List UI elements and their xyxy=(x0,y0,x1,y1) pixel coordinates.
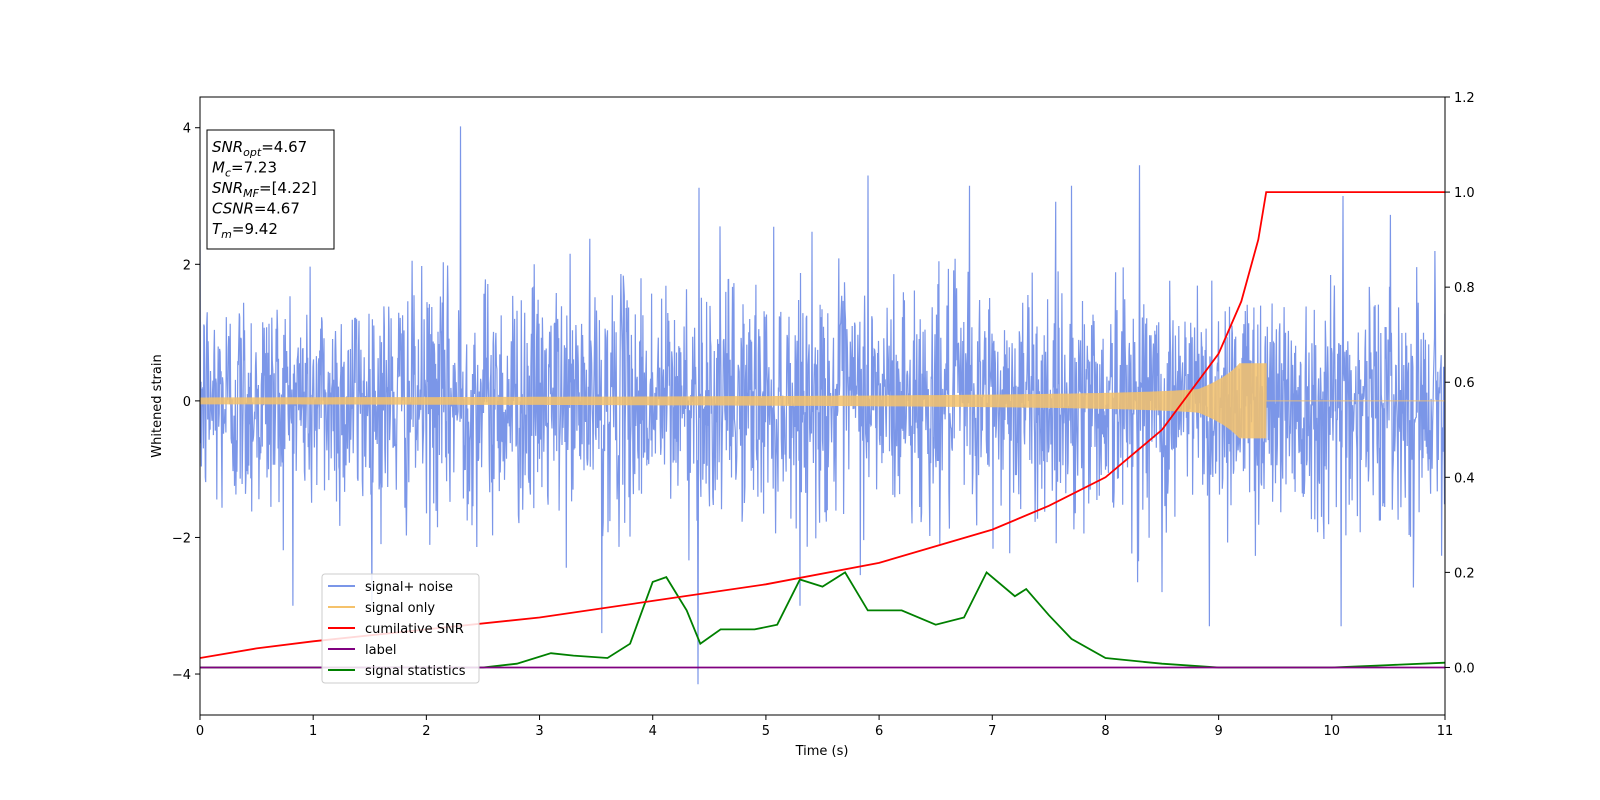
legend-label: signal statistics xyxy=(365,664,466,679)
legend-item: cumilative SNR xyxy=(328,622,464,637)
x-tick-label: 5 xyxy=(762,724,770,739)
y2-tick-label: 0.2 xyxy=(1454,566,1475,581)
x-tick-label: 6 xyxy=(875,724,883,739)
legend-label: cumilative SNR xyxy=(365,622,464,637)
legend-label: signal only xyxy=(365,601,435,616)
y2-tick-label: 1.0 xyxy=(1454,186,1475,201)
legend-item: signal only xyxy=(328,601,435,616)
x-tick-label: 8 xyxy=(1101,724,1109,739)
y-tick-label: 0 xyxy=(183,395,191,410)
y2-tick-label: 0.6 xyxy=(1454,376,1475,391)
x-tick-label: 2 xyxy=(422,724,430,739)
y-axis-label: Whitened strain xyxy=(150,354,165,457)
legend-item: label xyxy=(328,643,396,658)
annotation-line: SNRMF=[4.22] xyxy=(212,179,317,200)
legend-label: signal+ noise xyxy=(365,580,453,595)
x-tick-label: 10 xyxy=(1324,724,1341,739)
x-tick-label: 9 xyxy=(1214,724,1222,739)
x-tick-label: 11 xyxy=(1437,724,1454,739)
legend-item: signal+ noise xyxy=(328,580,453,595)
y2-tick-label: 0.0 xyxy=(1454,661,1475,676)
x-tick-label: 0 xyxy=(196,724,204,739)
annotation-line: Mc=7.23 xyxy=(212,159,277,180)
y-axis-left: 4 2 0 −2 −4 xyxy=(172,122,200,683)
series-signal-statistics xyxy=(200,570,1445,669)
x-tick-label: 7 xyxy=(988,724,996,739)
series-signal-only xyxy=(200,363,1445,439)
annotation-frame xyxy=(206,129,335,250)
legend-frame xyxy=(321,573,480,684)
annotation-line: CSNR=4.67 xyxy=(212,200,300,218)
x-tick-label: 1 xyxy=(309,724,317,739)
y-tick-label: 4 xyxy=(183,122,191,137)
y-tick-label: 2 xyxy=(183,258,191,273)
legend-label: label xyxy=(365,643,396,658)
y2-tick-label: 0.8 xyxy=(1454,281,1475,296)
x-axis: 0 1 2 3 4 5 6 7 8 9 10 11 xyxy=(196,715,1453,739)
y-tick-label: −2 xyxy=(172,531,191,546)
y-tick-label: −4 xyxy=(172,668,191,683)
legend: signal+ noise signal only cumilative SNR la… xyxy=(321,573,480,684)
legend-item: signal statistics xyxy=(328,664,466,679)
annotation-line: Tm=9.42 xyxy=(212,220,278,241)
y-axis-right: 1.2 1.0 0.8 0.6 0.4 0.2 0.0 xyxy=(1445,91,1475,676)
x-tick-label: 3 xyxy=(535,724,543,739)
x-axis-label: Time (s) xyxy=(795,744,849,759)
x-tick-label: 4 xyxy=(649,724,657,739)
annotation-line: SNRopt=4.67 xyxy=(212,138,307,159)
y2-tick-label: 0.4 xyxy=(1454,471,1475,486)
y2-tick-label: 1.2 xyxy=(1454,91,1475,106)
plot-frame xyxy=(199,96,1446,716)
